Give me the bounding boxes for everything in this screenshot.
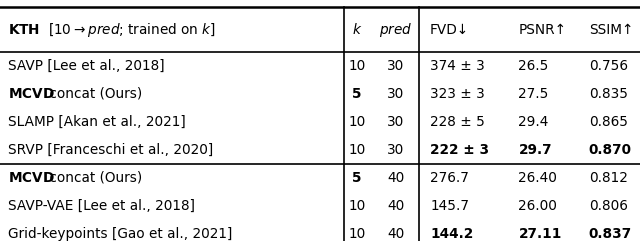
Text: SLAMP [Akan et al., 2021]: SLAMP [Akan et al., 2021] <box>8 115 186 129</box>
Text: 0.812: 0.812 <box>589 171 628 185</box>
Text: 0.837: 0.837 <box>589 227 632 241</box>
Text: 30: 30 <box>387 59 404 73</box>
Text: 5: 5 <box>353 171 362 185</box>
Text: $\mathbf{MCVD}$: $\mathbf{MCVD}$ <box>8 171 54 185</box>
Text: 228 ± 5: 228 ± 5 <box>430 115 485 129</box>
Text: SAVP [Lee et al., 2018]: SAVP [Lee et al., 2018] <box>8 59 164 73</box>
Text: 27.11: 27.11 <box>518 227 562 241</box>
Text: 26.00: 26.00 <box>518 199 557 213</box>
Text: 10: 10 <box>349 227 365 241</box>
Text: 5: 5 <box>353 87 362 101</box>
Text: Grid-keypoints [Gao et al., 2021]: Grid-keypoints [Gao et al., 2021] <box>8 227 232 241</box>
Text: SSIM↑: SSIM↑ <box>589 22 633 37</box>
Text: $\mathbf{MCVD}$: $\mathbf{MCVD}$ <box>8 87 54 101</box>
Text: 0.806: 0.806 <box>589 199 628 213</box>
Text: 10: 10 <box>349 143 365 157</box>
Text: 0.870: 0.870 <box>589 143 632 157</box>
Text: 40: 40 <box>387 199 404 213</box>
Text: concat (Ours): concat (Ours) <box>45 171 142 185</box>
Text: 40: 40 <box>387 171 404 185</box>
Text: 0.756: 0.756 <box>589 59 628 73</box>
Text: 10: 10 <box>349 115 365 129</box>
Text: $\mathbf{KTH}$: $\mathbf{KTH}$ <box>8 22 40 37</box>
Text: 323 ± 3: 323 ± 3 <box>430 87 485 101</box>
Text: SAVP-VAE [Lee et al., 2018]: SAVP-VAE [Lee et al., 2018] <box>8 199 195 213</box>
Text: 374 ± 3: 374 ± 3 <box>430 59 485 73</box>
Text: concat (Ours): concat (Ours) <box>45 87 142 101</box>
Text: 27.5: 27.5 <box>518 87 548 101</box>
Text: 26.5: 26.5 <box>518 59 548 73</box>
Text: PSNR↑: PSNR↑ <box>518 22 566 37</box>
Text: 30: 30 <box>387 115 404 129</box>
Text: 30: 30 <box>387 87 404 101</box>
Text: 10: 10 <box>349 199 365 213</box>
Text: 30: 30 <box>387 143 404 157</box>
Text: 0.835: 0.835 <box>589 87 628 101</box>
Text: 144.2: 144.2 <box>430 227 474 241</box>
Text: 29.4: 29.4 <box>518 115 548 129</box>
Text: $\mathit{pred}$: $\mathit{pred}$ <box>379 20 412 39</box>
Text: FVD↓: FVD↓ <box>430 22 469 37</box>
Text: 26.40: 26.40 <box>518 171 557 185</box>
Text: $\mathit{k}$: $\mathit{k}$ <box>352 22 362 37</box>
Text: 10: 10 <box>349 59 365 73</box>
Text: 40: 40 <box>387 227 404 241</box>
Text: 0.865: 0.865 <box>589 115 628 129</box>
Text: 276.7: 276.7 <box>430 171 469 185</box>
Text: SRVP [Franceschi et al., 2020]: SRVP [Franceschi et al., 2020] <box>8 143 213 157</box>
Text: 29.7: 29.7 <box>518 143 552 157</box>
Text: 145.7: 145.7 <box>430 199 469 213</box>
Text: 222 ± 3: 222 ± 3 <box>430 143 489 157</box>
Text: $[10 \rightarrow \mathit{pred}$; trained on $\mathit{k}]$: $[10 \rightarrow \mathit{pred}$; trained… <box>48 20 216 39</box>
